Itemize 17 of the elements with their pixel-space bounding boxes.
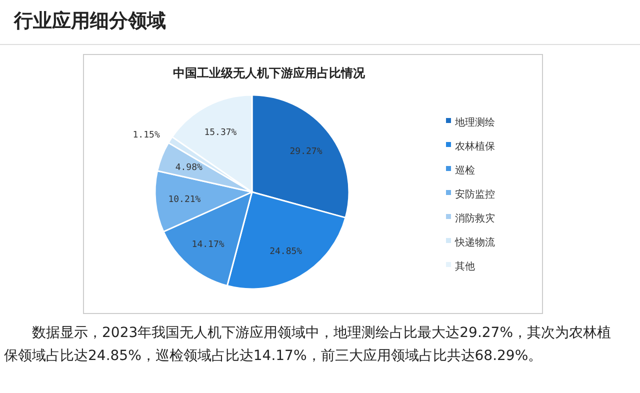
chart-subtitle: 行业应用细分领域 — [14, 9, 166, 34]
data-label: 14.17% — [192, 240, 225, 250]
legend-label: 安防监控 — [455, 188, 495, 201]
legend-label: 农林植保 — [455, 140, 495, 153]
legend-label: 地理测绘 — [454, 116, 495, 129]
legend-label: 巡检 — [455, 164, 475, 177]
data-label: 10.21% — [168, 194, 202, 205]
legend-label: 消防救灾 — [455, 212, 495, 225]
data-label: 15.37% — [204, 128, 238, 138]
data-label: 24.85% — [270, 246, 303, 257]
legend-label: 快递物流 — [454, 236, 495, 249]
data-label: 29.27% — [290, 146, 323, 157]
legend-label: 其他 — [455, 260, 475, 273]
text: 数据显示，2023年我国无人机下游应用领域中，地理测绘占比最大达29.27%，其次为农林植保领域占比达24.85%，巡检领域占比达14.17%，前三大应用领域占比共达68.29%。 — [4, 324, 612, 366]
data-label: 1.15% — [132, 130, 160, 140]
data-label: 4.98% — [175, 163, 203, 174]
chart-title: 中国工业级无人机下游应用占比情况 — [173, 66, 366, 80]
